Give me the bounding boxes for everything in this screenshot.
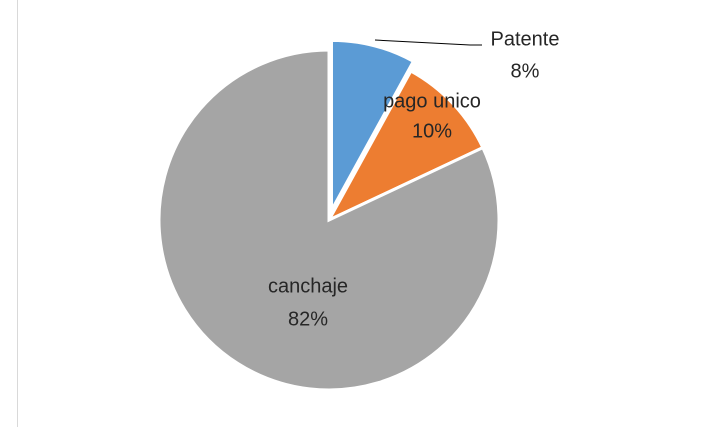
slice-label: Patente (491, 28, 560, 50)
slice-value-label: 10% (412, 120, 452, 142)
slice-value-label: 8% (511, 60, 540, 82)
pie-slice (329, 38, 416, 212)
pie-slice (157, 48, 501, 392)
slice-label: canchaje (268, 275, 348, 297)
slice-label: pago unico (383, 90, 481, 112)
pie-slice (325, 68, 485, 224)
leader-line (374, 39, 482, 46)
slice-value-label: 82% (288, 308, 328, 330)
